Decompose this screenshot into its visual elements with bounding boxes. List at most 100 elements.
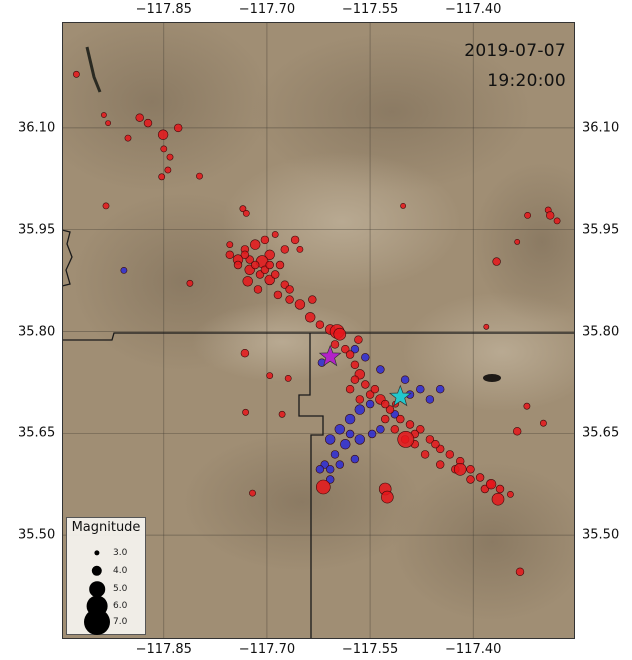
legend-entry: 4.0 [67,565,145,589]
earthquake-marker-older [436,385,445,394]
earthquake-marker-older [400,375,410,384]
earthquake-marker-older [354,434,365,445]
legend-entry: 3.0 [67,548,145,571]
earthquake-map[interactable] [32,12,612,639]
earthquake-marker [196,172,203,180]
earthquake-marker [546,211,555,220]
earthquake-events [72,70,561,576]
earthquake-marker-older [361,353,370,362]
earthquake-marker-older [326,475,335,484]
earthquake-marker [381,414,390,424]
legend-title: Magnitude [71,520,141,535]
lat-tick-right: 35.80 [582,324,620,340]
legend-label: 3.0 [113,548,128,558]
earthquake-marker-older [334,424,345,435]
timestamp-date: 2019-07-07 [464,41,566,61]
earthquake-marker-older [345,429,355,439]
earthquake-marker [290,235,300,245]
earthquake-marker [275,260,285,270]
earthquake-marker-older [354,404,365,415]
timestamp-time: 19:20:00 [487,71,566,91]
earthquake-marker [260,235,270,245]
earthquake-marker [370,385,380,394]
legend-entry: 7.0 [67,609,145,640]
earthquake-marker [250,239,261,250]
legend-label: 6.0 [113,601,128,611]
earthquake-marker [305,312,316,323]
lat-tick-left: 35.95 [18,222,56,238]
earthquake-marker [160,145,168,153]
legend-entry: 5.0 [67,581,145,607]
earthquake-marker [425,435,435,444]
earthquake-marker [278,410,286,418]
earthquake-marker-older [330,450,340,459]
lat-tick-right: 35.65 [582,425,620,441]
earthquake-marker-older [340,439,351,450]
earthquake-marker [483,323,490,330]
earthquake-marker [294,299,306,310]
legend-label: 5.0 [113,584,128,594]
earthquake-marker [101,112,107,118]
lat-tick-left: 35.65 [18,425,56,441]
earthquake-marker [285,295,294,304]
earthquake-marker-older [365,399,375,409]
earthquake-marker [72,70,80,78]
earthquake-marker [345,350,355,359]
earthquake-marker-older [350,454,360,464]
earthquake-marker [492,257,501,266]
lat-tick-left: 35.80 [18,324,56,340]
earthquake-marker-older [335,460,344,469]
earthquake-marker-older [416,385,425,394]
earthquake-marker [296,245,304,253]
earthquake-marker [466,475,475,484]
earthquake-marker [284,374,292,382]
earthquake-marker [431,440,440,449]
earthquake-marker [350,360,360,369]
earthquake-marker [350,375,360,384]
earthquake-marker [513,427,522,436]
earthquake-marker [436,460,445,469]
earthquake-marker [240,349,250,358]
earthquake-marker [265,260,274,270]
earthquake-marker-older [120,266,128,274]
earthquake-marker [333,327,347,341]
earthquake-marker [266,372,274,379]
lat-tick-left: 36.10 [18,120,56,136]
earthquake-marker [264,274,275,286]
major-events [318,344,412,407]
earthquake-marker [166,153,174,161]
lat-tick-right: 35.50 [582,527,620,543]
earthquake-marker [355,395,364,404]
earthquake-marker [361,380,370,389]
earthquake-marker [240,250,250,260]
earthquake-marker-older [425,395,435,404]
earthquake-marker-older [376,365,385,374]
earthquake-marker [105,120,111,126]
earthquake-marker [226,241,234,248]
earthquake-marker [233,260,243,270]
earthquake-marker [173,123,183,133]
earthquake-marker [330,340,340,349]
map-canvas [32,12,612,639]
earthquake-marker [345,385,355,394]
earthquake-marker [420,450,430,459]
earthquake-marker [523,402,531,410]
earthquake-marker-older [350,345,360,354]
earthquake-marker [242,209,250,217]
earthquake-marker [186,279,194,287]
earthquake-marker [158,173,166,181]
earthquake-marker [506,490,514,498]
earthquake-marker [341,345,350,354]
earthquake-marker-older [367,429,377,439]
earthquake-marker [124,134,132,142]
lat-tick-right: 35.95 [582,222,620,238]
lon-tick-bottom: −117.40 [445,642,502,657]
earthquake-marker [102,202,110,210]
earthquake-marker-older [325,434,336,445]
timestamp: 2019-07-07 19:20:00 [464,36,566,96]
magnitude-dot-icon [91,565,103,577]
earthquake-marker [553,217,561,225]
earthquake-marker-older [315,465,325,474]
earthquake-marker [390,425,399,434]
lon-tick-top: −117.55 [341,2,399,17]
